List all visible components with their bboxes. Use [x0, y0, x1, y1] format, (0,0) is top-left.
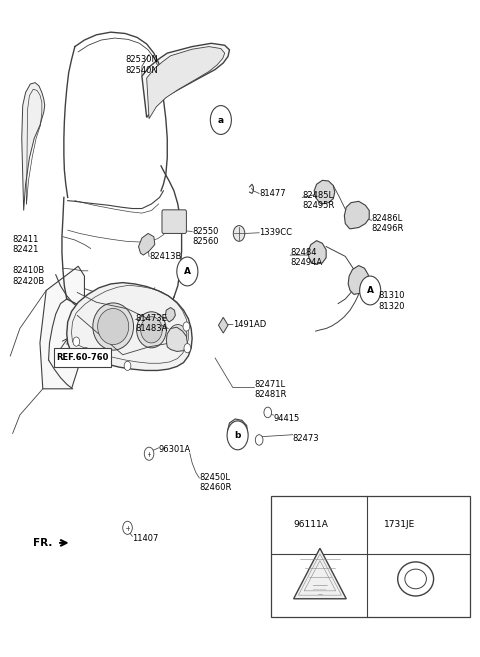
Circle shape [124, 361, 131, 371]
Text: 82484
82494A: 82484 82494A [290, 248, 323, 267]
Text: 96301A: 96301A [158, 445, 191, 454]
Text: 82413B: 82413B [149, 252, 181, 261]
Polygon shape [147, 47, 225, 119]
Polygon shape [40, 266, 84, 389]
Text: 81473E
81483A: 81473E 81483A [136, 313, 168, 333]
Text: a: a [278, 520, 283, 530]
Text: A: A [367, 286, 374, 295]
Ellipse shape [137, 312, 166, 348]
Circle shape [264, 407, 272, 418]
Text: 82550
82560: 82550 82560 [192, 227, 218, 246]
Circle shape [360, 276, 381, 305]
Text: 82530N
82540N: 82530N 82540N [125, 55, 158, 75]
Ellipse shape [97, 309, 129, 344]
FancyBboxPatch shape [162, 210, 186, 233]
Circle shape [123, 521, 132, 534]
Text: 82486L
82496R: 82486L 82496R [372, 214, 404, 233]
Text: 82411
82421: 82411 82421 [12, 235, 39, 254]
Polygon shape [228, 419, 248, 443]
Circle shape [233, 225, 245, 241]
Text: 82471L
82481R: 82471L 82481R [254, 380, 287, 399]
Circle shape [177, 257, 198, 286]
Text: b: b [234, 431, 241, 440]
Text: 82450L
82460R: 82450L 82460R [199, 473, 232, 492]
Circle shape [363, 513, 380, 537]
Circle shape [272, 513, 289, 537]
Circle shape [210, 106, 231, 135]
Circle shape [183, 322, 190, 331]
Polygon shape [308, 240, 326, 264]
Circle shape [73, 337, 80, 346]
Polygon shape [294, 549, 346, 599]
Text: 11407: 11407 [132, 533, 159, 543]
Circle shape [144, 447, 154, 461]
Text: A: A [184, 267, 191, 276]
Text: 82410B
82420B: 82410B 82420B [12, 266, 45, 286]
Polygon shape [344, 201, 369, 229]
Text: 82485L
82495R: 82485L 82495R [302, 191, 335, 210]
Text: b: b [369, 520, 374, 530]
Text: REF.60-760: REF.60-760 [56, 353, 108, 362]
Text: 94415: 94415 [274, 415, 300, 424]
Polygon shape [348, 265, 368, 294]
Polygon shape [67, 283, 192, 371]
Circle shape [255, 435, 263, 445]
Polygon shape [166, 327, 187, 351]
Ellipse shape [405, 569, 426, 589]
Ellipse shape [141, 317, 162, 343]
Polygon shape [139, 233, 155, 255]
Circle shape [184, 344, 191, 353]
Ellipse shape [398, 562, 433, 596]
Text: 96111A: 96111A [294, 520, 328, 530]
Ellipse shape [93, 303, 133, 350]
Polygon shape [218, 317, 228, 333]
Text: 1339CC: 1339CC [259, 228, 292, 237]
Text: ────────
────────: ──────── ──────── [313, 583, 326, 592]
Bar [271, 495, 470, 617]
Text: 1491AD: 1491AD [233, 320, 266, 329]
Polygon shape [142, 43, 229, 118]
Ellipse shape [168, 325, 187, 346]
Polygon shape [314, 180, 335, 204]
Circle shape [83, 348, 89, 357]
Text: 81477: 81477 [259, 189, 286, 198]
FancyBboxPatch shape [54, 348, 111, 367]
Text: 1731JE: 1731JE [384, 520, 415, 530]
Polygon shape [22, 83, 45, 210]
Text: 81310
81320: 81310 81320 [379, 291, 405, 311]
Text: 82473: 82473 [293, 434, 319, 443]
Text: a: a [218, 116, 224, 125]
Text: FR.: FR. [33, 538, 53, 548]
Circle shape [227, 421, 248, 450]
Polygon shape [165, 307, 175, 322]
